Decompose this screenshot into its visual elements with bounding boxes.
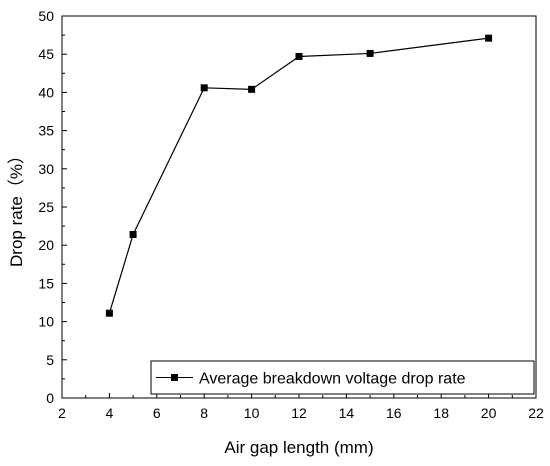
y-tick-label: 50: [38, 8, 54, 24]
data-point-marker: [200, 84, 208, 92]
x-tick-label: 4: [106, 405, 114, 421]
legend-entry-label: Average breakdown voltage drop rate: [199, 371, 466, 388]
x-tick-label: 10: [244, 405, 260, 421]
y-tick-label: 30: [38, 161, 54, 177]
data-point-marker: [105, 309, 113, 317]
legend-box: [150, 360, 535, 395]
y-tick-label: 45: [38, 46, 54, 62]
y-axis-label: Drop rate（%）: [7, 147, 26, 267]
x-tick-label: 12: [291, 405, 307, 421]
x-tick-label: 2: [58, 405, 66, 421]
x-tick-label: 22: [528, 405, 544, 421]
y-tick-label: 20: [38, 237, 54, 253]
x-tick-label: 6: [153, 405, 161, 421]
y-tick-label: 25: [38, 199, 54, 215]
chart-axes: [61, 15, 537, 399]
legend-square-marker: [171, 374, 178, 381]
chart-legend: Average breakdown voltage drop rate: [150, 360, 535, 395]
series-line: [108, 37, 489, 314]
data-point-marker: [129, 231, 137, 239]
x-tick-label: 8: [200, 405, 208, 421]
y-tick-label: 0: [46, 390, 54, 406]
y-tick-label: 10: [38, 314, 54, 330]
data-point-marker: [485, 34, 493, 42]
chart-series: [105, 34, 493, 317]
y-tick-label: 5: [46, 352, 54, 368]
x-axis-label: Air gap length (mm): [224, 438, 373, 457]
x-tick-label: 16: [386, 405, 402, 421]
plot-frame: [61, 15, 537, 399]
y-tick-label: 40: [38, 84, 54, 100]
x-tick-label: 18: [433, 405, 449, 421]
data-point-marker: [295, 52, 303, 60]
x-tick-label: 14: [339, 405, 355, 421]
data-point-marker: [366, 49, 374, 57]
y-tick-label: 35: [38, 123, 54, 139]
y-tick-label: 15: [38, 275, 54, 291]
x-tick-label: 20: [481, 405, 497, 421]
data-point-marker: [248, 85, 256, 93]
chart-ticks: 2 4 6 8 10 12 14 16 18 20 22 0 5 10 15 20 25 30 35 40 45 50: [38, 8, 544, 421]
